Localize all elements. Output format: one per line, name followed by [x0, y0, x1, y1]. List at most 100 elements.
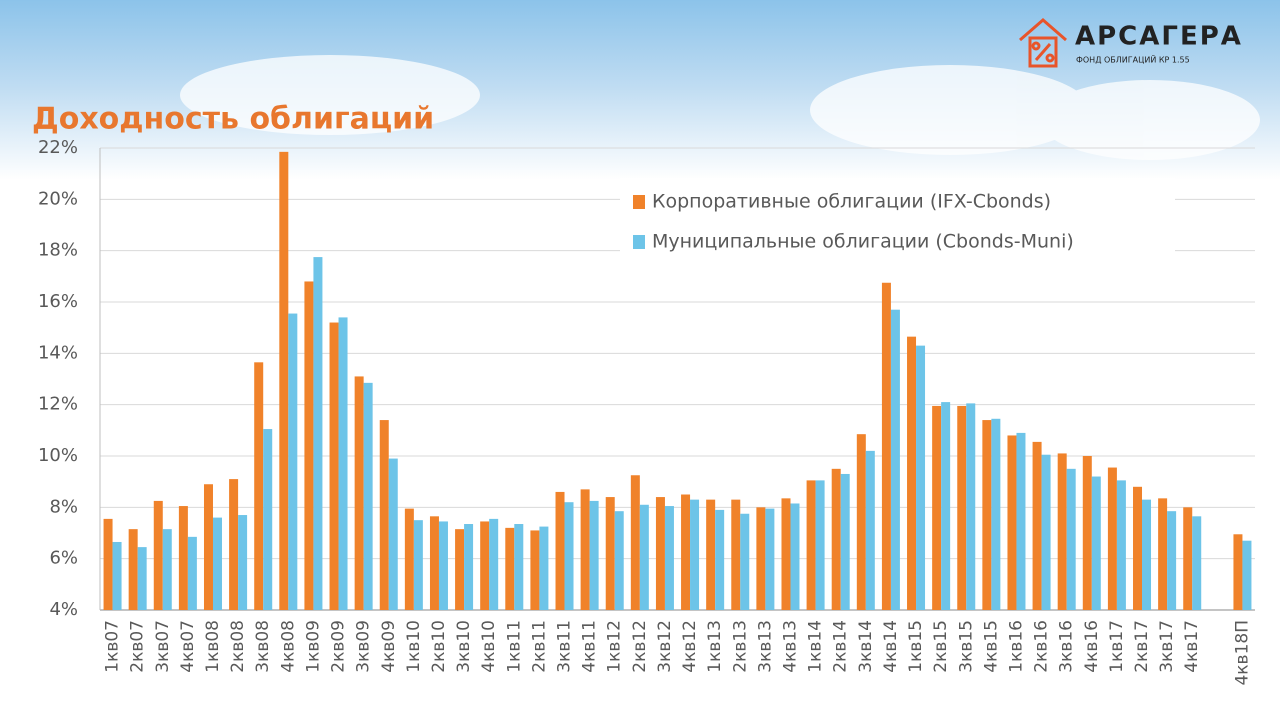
bar	[153, 500, 163, 610]
bar	[1041, 454, 1051, 610]
bar	[916, 345, 926, 610]
bar	[1066, 468, 1076, 610]
bar	[781, 498, 791, 610]
x-tick-label: 3кв08	[253, 620, 273, 673]
bar	[514, 524, 524, 610]
x-tick-label: 1кв08	[203, 620, 223, 673]
bar	[731, 499, 741, 610]
bar	[589, 500, 599, 610]
bar	[555, 491, 565, 610]
bar	[178, 506, 188, 610]
x-tick-label: 4кв17	[1182, 620, 1202, 673]
x-tick-label: 4кв13	[780, 620, 800, 673]
bar	[765, 508, 775, 610]
bar	[856, 434, 866, 610]
x-tick-label: 3кв17	[1157, 620, 1177, 673]
x-tick-label: 1кв07	[103, 620, 123, 673]
y-tick-label: 12%	[38, 394, 78, 415]
y-tick-label: 4%	[49, 599, 78, 620]
x-tick-label: 2кв16	[1032, 620, 1052, 673]
bar	[890, 309, 900, 610]
logo	[1019, 18, 1067, 68]
bar	[1242, 540, 1252, 610]
bar	[991, 418, 1001, 610]
bar	[313, 257, 323, 610]
legend-label: Муниципальные облигации (Cbonds-Muni)	[652, 231, 1074, 253]
bar	[480, 521, 490, 610]
x-tick-label: 1кв17	[1107, 620, 1127, 673]
logo-name: АРСАГЕРА	[1075, 22, 1243, 52]
bar	[865, 450, 875, 610]
x-tick-label: 3кв16	[1057, 620, 1077, 673]
bar	[137, 547, 147, 610]
legend-background	[620, 178, 1175, 268]
bar	[103, 518, 113, 610]
bar	[664, 506, 674, 610]
bar	[288, 313, 298, 610]
x-tick-label: 1кв09	[303, 620, 323, 673]
logo-subtitle: ФОНД ОБЛИГАЦИЙ КР 1.55	[1076, 54, 1190, 65]
x-tick-label: 2кв09	[329, 620, 349, 673]
x-tick-label: 2кв11	[529, 620, 549, 673]
bar	[740, 513, 750, 610]
x-tick-label: 3кв11	[555, 620, 575, 673]
bar	[957, 405, 967, 610]
bar	[464, 524, 474, 610]
bar	[212, 517, 222, 610]
bar	[806, 480, 816, 610]
x-tick-label: 2кв10	[429, 620, 449, 673]
chart-title: Доходность облигаций	[32, 102, 434, 137]
x-tick-label: 3кв09	[354, 620, 374, 673]
bar	[379, 420, 389, 610]
bar	[690, 499, 700, 610]
bar	[404, 508, 414, 610]
x-tick-label: 2кв08	[228, 620, 248, 673]
bar	[881, 282, 891, 610]
bar	[438, 521, 448, 610]
bar	[530, 530, 540, 610]
x-tick-label: 4кв07	[178, 620, 198, 673]
bar	[279, 151, 289, 610]
bar	[681, 494, 691, 610]
bar	[1142, 499, 1152, 610]
x-tick-label: 3кв07	[153, 620, 173, 673]
bar	[715, 509, 725, 610]
bar	[263, 429, 273, 610]
bar	[564, 502, 574, 610]
bar	[932, 405, 942, 610]
bar	[413, 520, 423, 610]
legend-swatch	[633, 235, 645, 249]
bar	[1016, 432, 1026, 610]
x-tick-label: 3кв12	[655, 620, 675, 673]
bar	[539, 526, 549, 610]
x-tick-label: 3кв15	[956, 620, 976, 673]
bar	[429, 516, 439, 610]
x-tick-label: 2кв17	[1132, 620, 1152, 673]
bar	[982, 420, 992, 610]
bar	[1107, 467, 1117, 610]
x-tick-label: 2кв13	[730, 620, 750, 673]
bar	[229, 479, 239, 610]
bar	[304, 281, 314, 610]
bar	[112, 541, 122, 610]
x-tick-label: 3кв14	[856, 620, 876, 673]
legend-swatch	[633, 195, 645, 209]
x-tick-label: 4кв12	[680, 620, 700, 673]
y-tick-label: 20%	[38, 188, 78, 209]
bar	[966, 403, 976, 610]
bar	[455, 529, 465, 610]
bar	[354, 376, 364, 610]
y-tick-label: 18%	[38, 240, 78, 261]
x-tick-label: 4кв16	[1082, 620, 1102, 673]
bar	[1183, 507, 1193, 610]
bar	[941, 402, 951, 610]
bar	[388, 458, 398, 610]
bar	[655, 497, 665, 610]
x-tick-label: 4кв14	[881, 620, 901, 673]
bar	[187, 536, 197, 610]
y-tick-label: 14%	[38, 342, 78, 363]
bar	[1116, 480, 1126, 610]
bar	[1167, 511, 1177, 610]
x-tick-label: 3кв13	[755, 620, 775, 673]
